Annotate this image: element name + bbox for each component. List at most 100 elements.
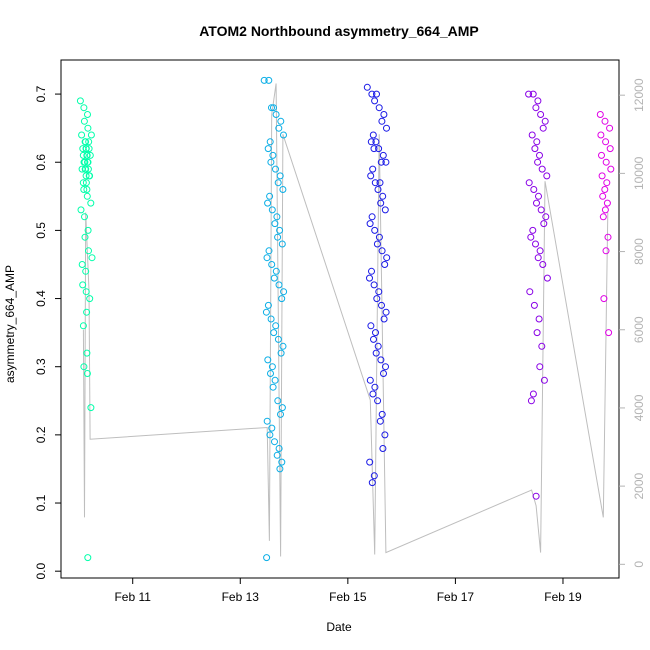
data-point — [532, 240, 539, 248]
data-point — [534, 254, 542, 262]
data-point — [540, 220, 548, 228]
data-point — [375, 104, 383, 112]
y2-tick-label: 12000 — [632, 78, 646, 112]
data-point — [264, 356, 272, 364]
data-point — [538, 342, 546, 350]
data-point — [369, 131, 377, 139]
data-point — [363, 83, 371, 91]
data-point — [371, 226, 379, 234]
data-point — [82, 172, 90, 180]
data-point — [280, 131, 287, 139]
data-point — [271, 376, 279, 384]
data-point — [374, 186, 382, 193]
y2-tick-label: 6000 — [632, 316, 646, 343]
data-point — [79, 179, 87, 187]
data-point — [274, 335, 282, 343]
data-point — [267, 315, 275, 323]
data-point — [268, 424, 276, 432]
data-point — [599, 192, 607, 200]
data-point — [598, 172, 606, 180]
data-point — [277, 117, 285, 125]
data-point — [598, 151, 605, 159]
x-axis-label: Date — [326, 620, 352, 634]
data-point — [264, 199, 272, 207]
data-point — [381, 206, 389, 214]
data-point — [273, 451, 281, 459]
data-point — [268, 104, 275, 112]
x-tick-label: Feb 11 — [114, 590, 151, 604]
data-point — [537, 111, 545, 118]
data-point — [78, 165, 86, 173]
data-point — [372, 349, 380, 357]
data-point — [275, 281, 283, 289]
data-point — [368, 267, 375, 275]
data-point — [601, 117, 609, 125]
data-point — [370, 281, 378, 289]
data-point — [271, 220, 279, 228]
data-point — [80, 104, 88, 112]
data-point — [379, 192, 387, 200]
data-point — [86, 151, 94, 159]
data-point — [267, 370, 274, 377]
data-point — [86, 295, 94, 303]
data-point — [604, 233, 612, 241]
data-point — [597, 131, 605, 139]
data-point — [263, 417, 271, 425]
data-point — [265, 76, 273, 84]
data-point — [366, 220, 374, 228]
data-point — [276, 465, 284, 473]
data-point — [87, 131, 95, 139]
data-point — [87, 199, 95, 207]
data-point — [382, 363, 389, 371]
data-point — [382, 308, 390, 316]
data-point — [376, 417, 384, 425]
data-point — [76, 97, 84, 105]
data-point — [379, 445, 387, 452]
data-point — [369, 165, 377, 173]
data-point — [603, 179, 611, 187]
data-point — [380, 111, 388, 118]
data-point — [79, 322, 87, 330]
data-point — [83, 308, 91, 316]
data-point — [272, 111, 280, 118]
plot-frame — [60, 59, 620, 579]
data-point — [383, 254, 391, 262]
data-point — [375, 233, 383, 241]
data-point — [270, 274, 278, 282]
data-point — [273, 213, 281, 221]
data-point — [535, 315, 543, 323]
data-point — [84, 158, 92, 166]
data-point — [378, 117, 386, 125]
data-point — [531, 145, 539, 153]
data-point — [533, 138, 541, 146]
data-point — [374, 342, 382, 350]
data-point — [603, 199, 611, 207]
data-point — [82, 138, 90, 146]
data-point — [534, 97, 542, 105]
data-point — [382, 158, 390, 166]
data-point — [278, 404, 286, 412]
data-point — [370, 335, 377, 343]
data-point — [80, 117, 88, 125]
data-point — [373, 240, 381, 248]
x-tick-label: Feb 19 — [544, 590, 582, 604]
data-point — [269, 383, 277, 391]
data-point — [529, 226, 537, 234]
data-point — [366, 458, 374, 466]
data-point — [539, 261, 547, 268]
x-tick-label: Feb 15 — [329, 590, 367, 604]
line-series — [82, 83, 609, 557]
data-point — [381, 261, 389, 268]
data-point — [371, 97, 379, 105]
data-point — [596, 111, 604, 118]
data-point — [536, 151, 543, 159]
data-point — [380, 315, 388, 323]
data-point — [540, 376, 548, 384]
data-point — [83, 192, 91, 200]
data-point — [81, 158, 89, 166]
data-point — [83, 370, 91, 377]
data-point — [539, 124, 547, 132]
data-point — [82, 267, 90, 275]
data-point — [268, 363, 276, 371]
data-point — [542, 213, 550, 221]
